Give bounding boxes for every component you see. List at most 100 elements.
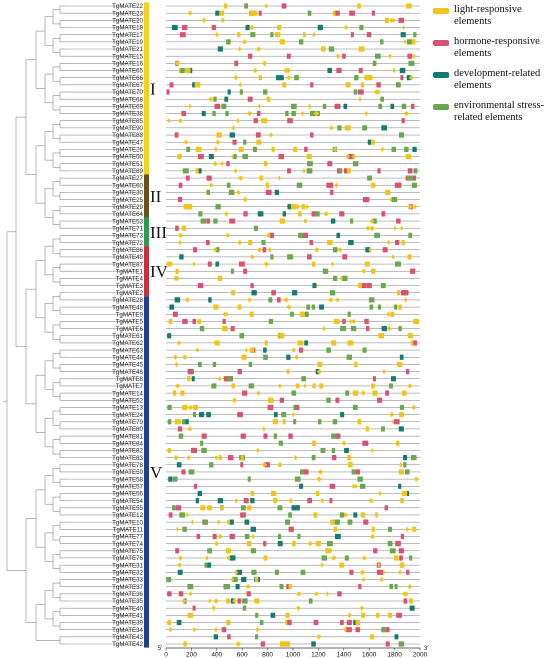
cis-element-marker bbox=[244, 533, 250, 540]
five-prime-label: 5' bbox=[158, 646, 162, 652]
cis-element-marker bbox=[295, 404, 299, 411]
promoter-track bbox=[166, 390, 420, 396]
cis-element-marker bbox=[300, 110, 305, 117]
cis-element-marker bbox=[367, 175, 372, 181]
cis-element-marker bbox=[364, 261, 370, 267]
cis-element-marker bbox=[238, 146, 244, 152]
promoter-track bbox=[166, 569, 420, 575]
cis-element-marker bbox=[298, 39, 304, 45]
cis-element-marker bbox=[377, 168, 381, 174]
cis-element-marker bbox=[322, 103, 327, 109]
gene-label: TgMATE18 bbox=[112, 25, 143, 32]
cis-element-marker bbox=[251, 569, 257, 575]
cis-element-marker bbox=[288, 512, 292, 518]
cis-element-marker bbox=[179, 512, 186, 518]
cis-element-marker bbox=[241, 354, 247, 360]
cis-element-marker bbox=[327, 161, 333, 167]
gene-label: TgMATE4 bbox=[116, 276, 144, 283]
cis-element-marker bbox=[178, 591, 184, 597]
cis-element-marker bbox=[263, 354, 268, 360]
promoter-track bbox=[166, 39, 420, 45]
cis-element-marker bbox=[375, 512, 379, 518]
cis-element-marker bbox=[205, 239, 210, 246]
cis-element-marker bbox=[278, 440, 284, 446]
cis-element-marker bbox=[403, 297, 408, 303]
cis-element-marker bbox=[397, 569, 403, 575]
promoter-track bbox=[166, 60, 420, 66]
phylogenetic-tree bbox=[3, 5, 137, 645]
cis-element-marker bbox=[285, 519, 291, 525]
cis-element-marker bbox=[288, 526, 294, 532]
cis-element-marker bbox=[249, 10, 255, 16]
cis-element-marker bbox=[342, 512, 349, 518]
cis-element-marker bbox=[339, 512, 344, 518]
cis-element-marker bbox=[224, 584, 231, 590]
cis-element-marker bbox=[250, 282, 254, 289]
promoter-track bbox=[166, 576, 420, 583]
cis-element-marker bbox=[207, 261, 212, 267]
cis-element-marker bbox=[246, 110, 253, 117]
promoter-track bbox=[166, 533, 420, 540]
cis-element-marker bbox=[381, 569, 386, 575]
promoter-track bbox=[166, 347, 420, 353]
gene-label: TgMATE6 bbox=[116, 326, 144, 333]
gene-label: TgMATE46 bbox=[112, 369, 143, 376]
cis-element-marker bbox=[192, 605, 196, 611]
cis-element-marker bbox=[258, 75, 262, 81]
cis-element-marker bbox=[412, 53, 417, 59]
cis-element-marker bbox=[391, 17, 396, 23]
cis-element-marker bbox=[347, 340, 354, 346]
cis-element-marker bbox=[399, 354, 404, 360]
gene-label: TgMATE39 bbox=[112, 620, 143, 627]
cis-element-marker bbox=[401, 239, 405, 246]
cis-element-marker bbox=[191, 447, 197, 454]
gene-label: TgMATE1 bbox=[116, 268, 144, 275]
axis-tick-label: 1400 bbox=[337, 652, 352, 658]
cis-element-marker bbox=[357, 3, 361, 9]
cis-element-marker bbox=[306, 168, 313, 174]
cis-element-marker bbox=[399, 555, 403, 561]
cis-element-marker bbox=[330, 189, 334, 195]
cis-element-marker bbox=[316, 476, 322, 482]
cis-element-marker bbox=[363, 519, 369, 525]
cis-element-marker bbox=[200, 505, 206, 511]
cis-element-marker bbox=[221, 103, 227, 109]
cis-element-marker bbox=[240, 462, 244, 468]
gene-label: TgMATE25 bbox=[112, 197, 143, 204]
gene-label: TgMATE8 bbox=[116, 376, 144, 383]
cis-element-marker bbox=[286, 53, 291, 59]
cis-element-marker bbox=[294, 75, 299, 81]
cis-element-marker bbox=[257, 211, 264, 217]
cis-element-marker bbox=[195, 347, 200, 353]
gene-label: TgMATE19 bbox=[112, 39, 143, 46]
cis-element-marker bbox=[167, 333, 172, 339]
cis-element-marker bbox=[313, 110, 320, 117]
cis-element-marker bbox=[177, 426, 183, 432]
cis-element-marker bbox=[177, 232, 184, 238]
cis-element-marker bbox=[403, 598, 408, 604]
cis-element-marker bbox=[211, 383, 217, 389]
cis-element-marker bbox=[310, 110, 316, 117]
cis-element-marker bbox=[169, 82, 174, 88]
cis-element-marker bbox=[270, 32, 274, 38]
cis-element-marker bbox=[342, 254, 348, 260]
cis-element-marker bbox=[267, 247, 272, 253]
cis-element-marker bbox=[386, 325, 392, 332]
cis-element-marker bbox=[352, 390, 359, 396]
cis-element-marker bbox=[248, 383, 255, 389]
cis-element-marker bbox=[187, 10, 193, 16]
cis-element-marker bbox=[176, 462, 182, 468]
cis-element-marker bbox=[319, 562, 325, 568]
cis-element-marker bbox=[293, 146, 298, 152]
cis-element-marker bbox=[323, 211, 330, 217]
axis-tick-label: 1000 bbox=[286, 652, 301, 658]
promoter-track bbox=[166, 419, 420, 425]
gene-label: TgMATE16 bbox=[112, 61, 143, 68]
cis-element-marker bbox=[269, 232, 275, 238]
cis-element-marker bbox=[207, 548, 213, 554]
promoter-track bbox=[166, 541, 420, 547]
promoter-track bbox=[166, 67, 420, 74]
cis-element-marker bbox=[238, 261, 245, 267]
promoter-track bbox=[166, 383, 420, 389]
cis-element-marker bbox=[392, 67, 397, 74]
